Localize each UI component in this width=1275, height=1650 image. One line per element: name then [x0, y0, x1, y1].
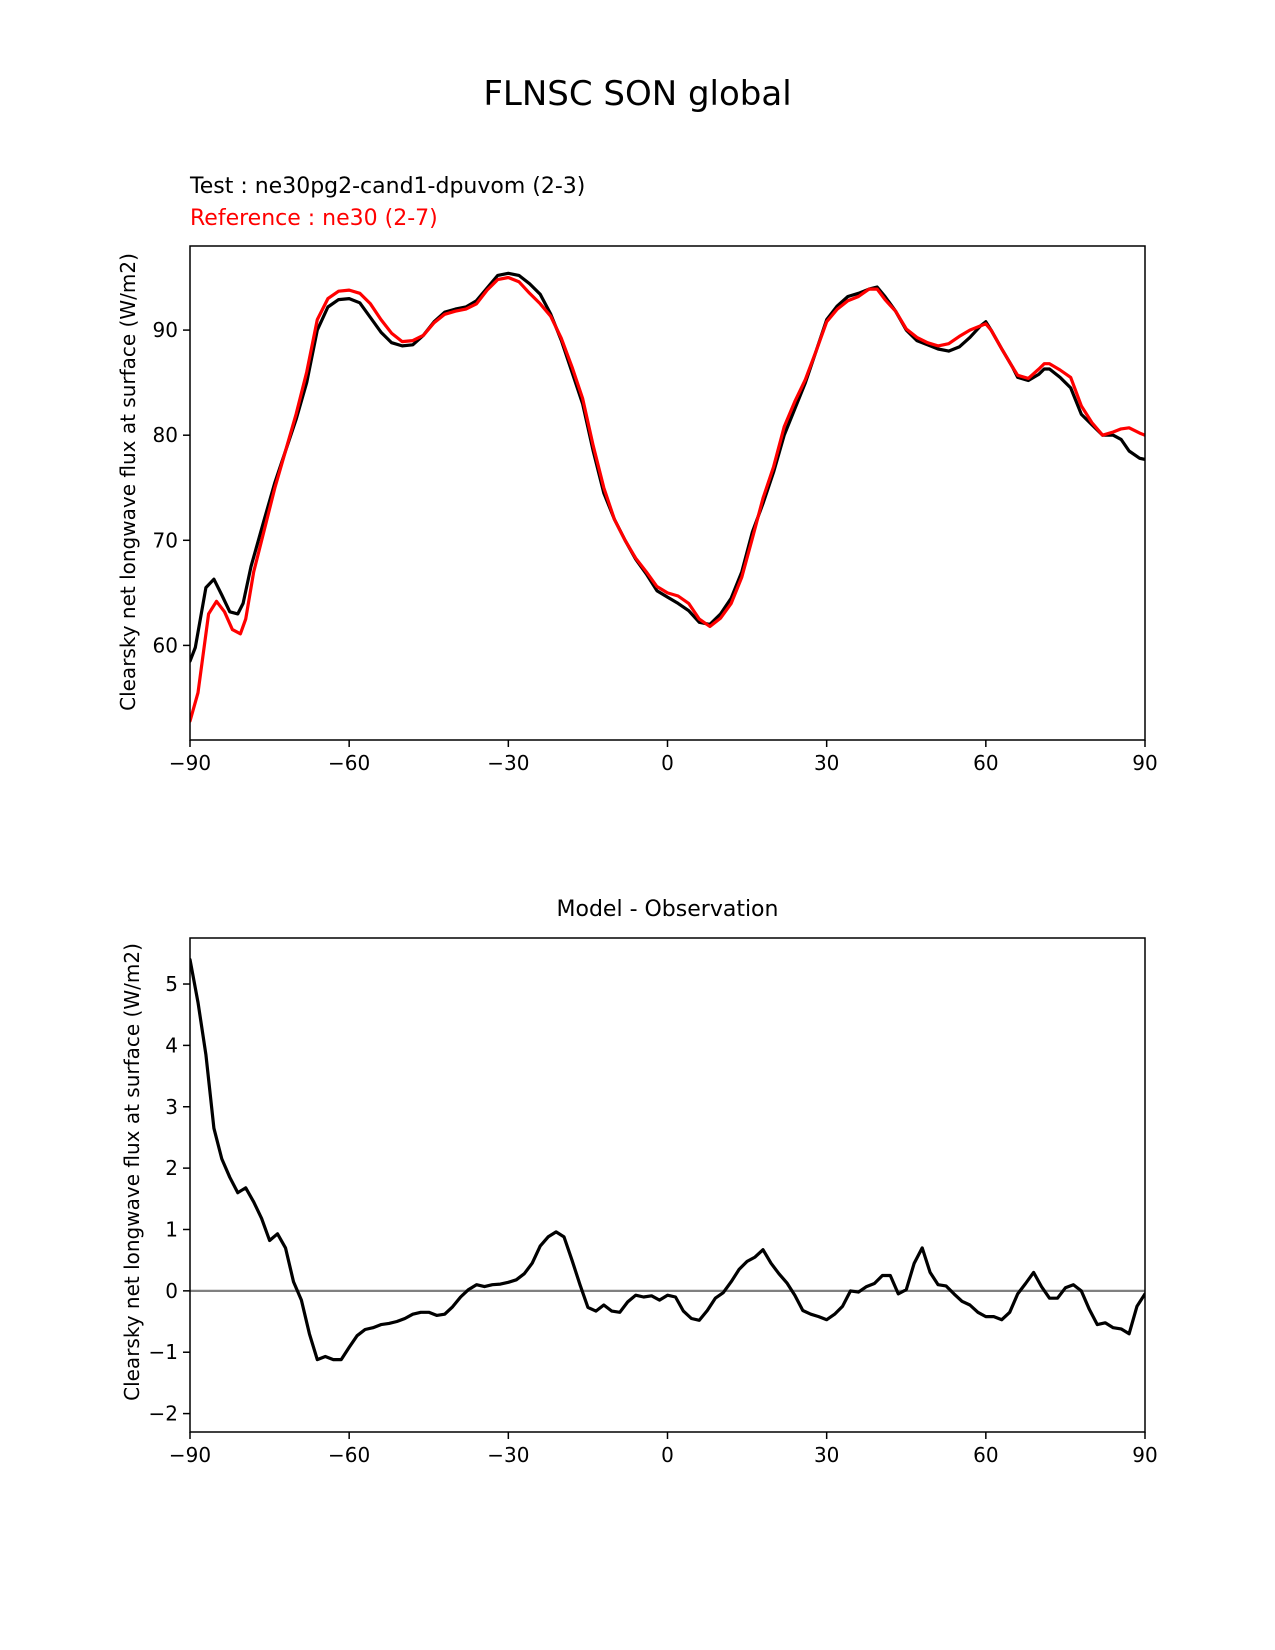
x-tick-label: 0 — [661, 1443, 674, 1467]
series-line-diff — [190, 957, 1145, 1362]
axes-frame — [189, 245, 1146, 741]
test-label: Test : ne30pg2-cand1-dpuvom (2-3) — [190, 174, 586, 199]
x-tick-label: 30 — [814, 1443, 839, 1467]
x-tick-label: 60 — [973, 1443, 998, 1467]
x-tick-label: −60 — [328, 751, 370, 775]
y-tick-label: 60 — [153, 633, 178, 657]
x-tick-label: 90 — [1132, 751, 1157, 775]
bottom-panel: −90 −60 −30 0 30 60 90 −2 −1 0 1 2 3 4 5 — [149, 937, 1158, 1467]
figure-title: FLNSC SON global — [483, 74, 792, 114]
x-tick-label: −90 — [169, 1443, 211, 1467]
y-tick-label: 80 — [153, 423, 178, 447]
y-tick-label: 0 — [165, 1279, 178, 1303]
x-tick-label: −30 — [487, 751, 529, 775]
y-tick-label: 2 — [165, 1156, 178, 1180]
x-tick-label: 0 — [661, 751, 674, 775]
reference-label: Reference : ne30 (2-7) — [190, 206, 438, 231]
y-tick-label: 3 — [165, 1095, 178, 1119]
y-tick-label: 5 — [165, 972, 178, 996]
y-tick-label: 4 — [165, 1033, 178, 1057]
x-tick-label: −60 — [328, 1443, 370, 1467]
y-tick-label: 70 — [153, 528, 178, 552]
x-tick-label: 90 — [1132, 1443, 1157, 1467]
x-tick-label: 60 — [973, 751, 998, 775]
y-tick-label: −2 — [149, 1402, 178, 1426]
x-tick-label: −30 — [487, 1443, 529, 1467]
top-panel: −90 −60 −30 0 30 60 90 60 70 80 90 — [153, 245, 1158, 775]
x-tick-label: 30 — [814, 751, 839, 775]
x-tick-label: −90 — [169, 751, 211, 775]
y-tick-label: −1 — [149, 1340, 178, 1364]
bottom-panel-title: Model - Observation — [556, 897, 779, 922]
y-tick-label: 1 — [165, 1217, 178, 1241]
series-line-reference — [190, 275, 1145, 723]
y-tick-label: 90 — [153, 318, 178, 342]
series-line-test — [190, 271, 1145, 663]
